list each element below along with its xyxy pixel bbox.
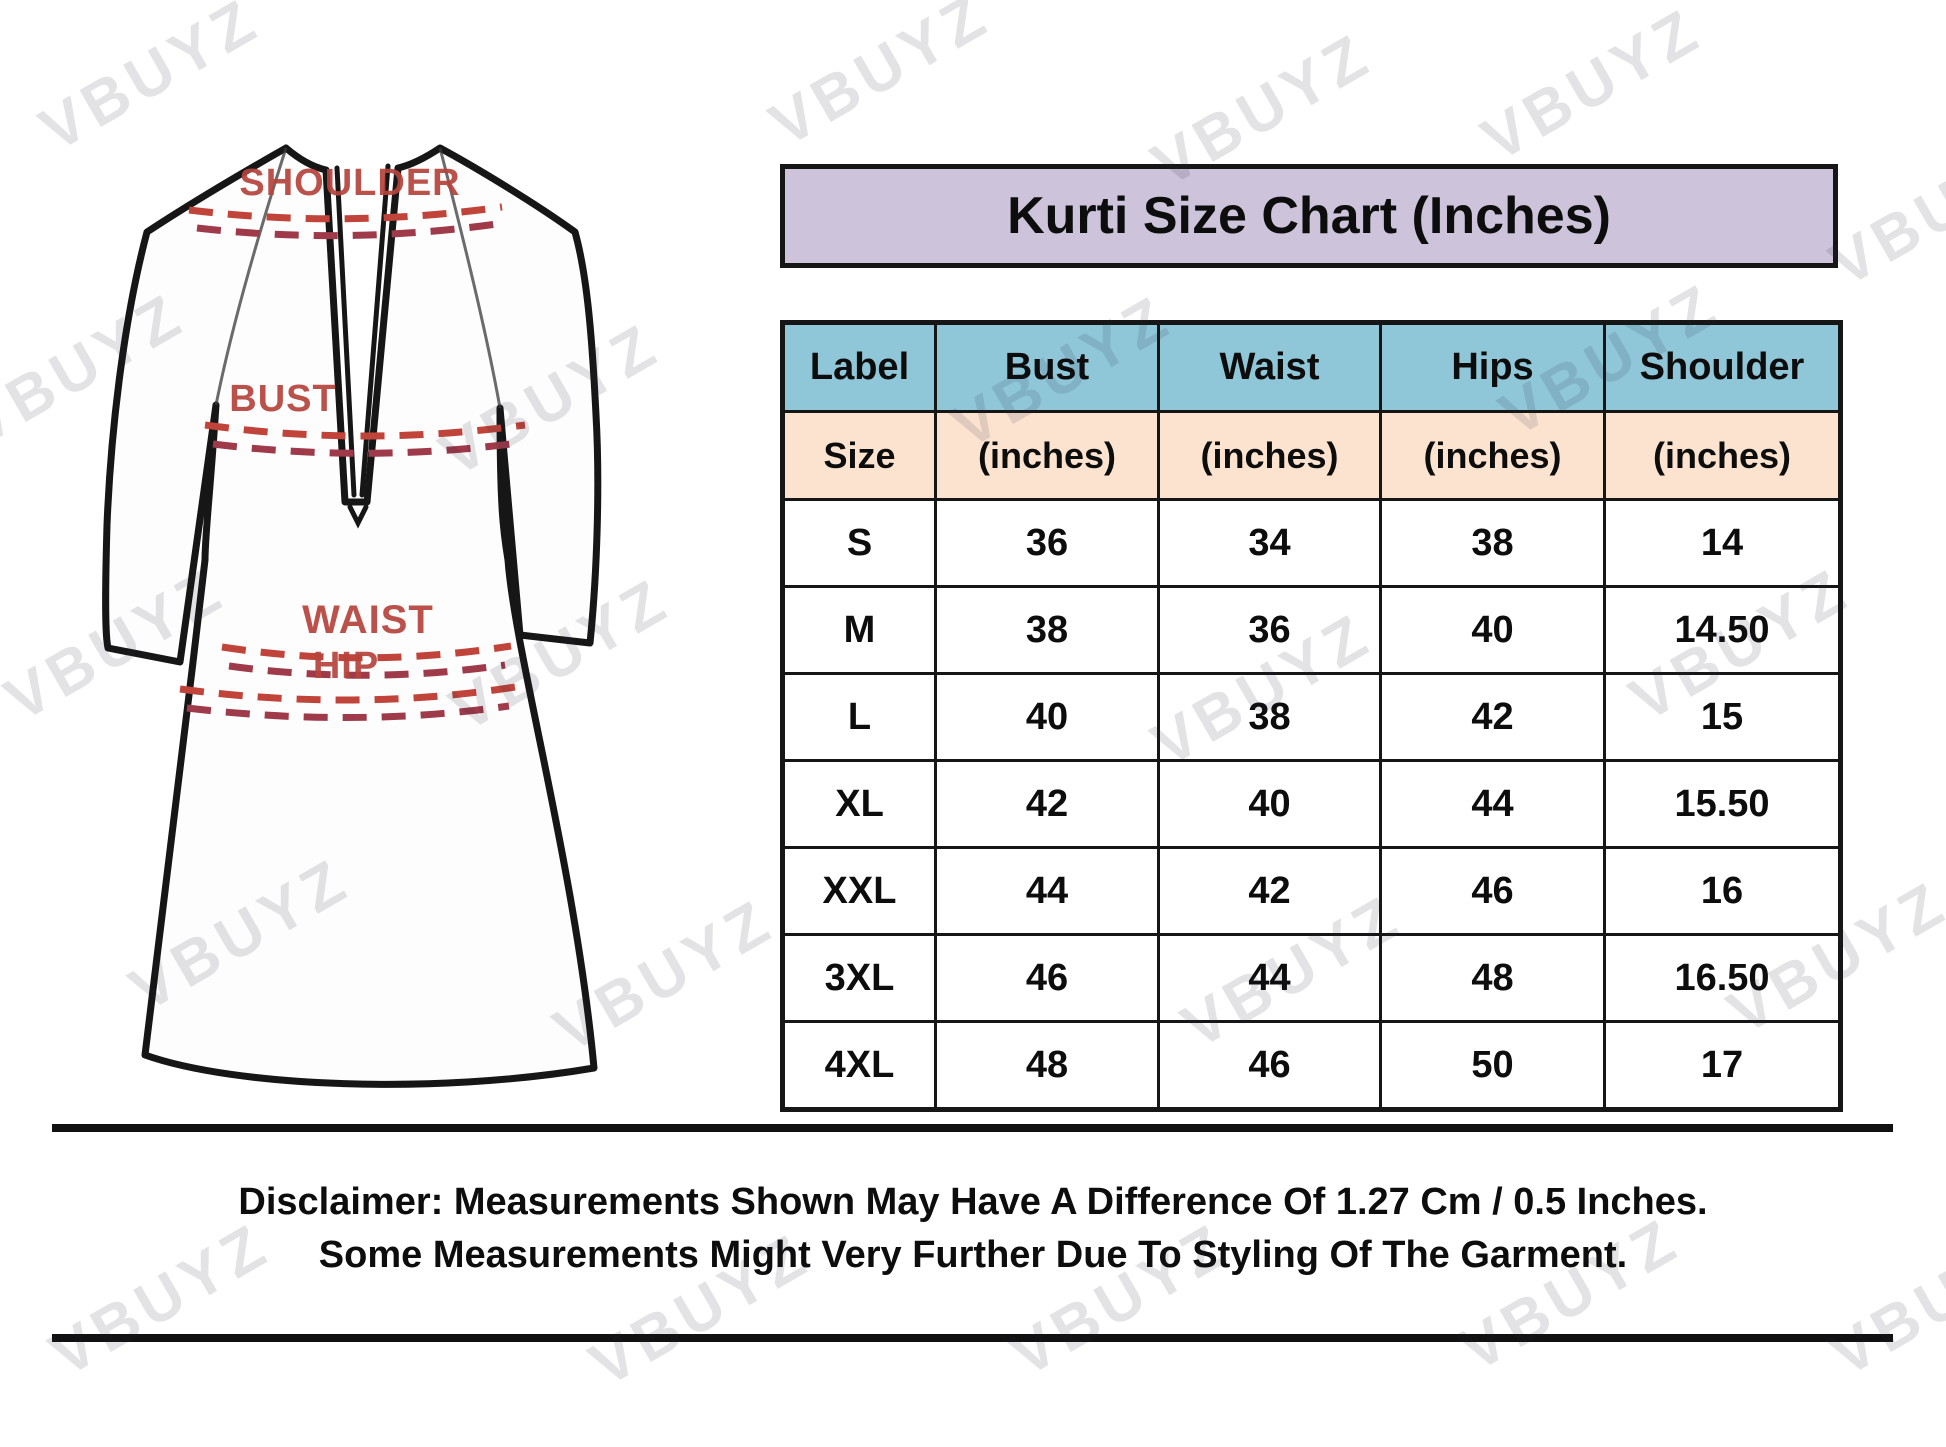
brand-watermark: VBUYZ <box>1470 0 1714 175</box>
measurement-cell: 42 <box>934 759 1160 849</box>
measurement-cell: 15.50 <box>1603 759 1842 849</box>
waist-label: WAIST <box>302 598 434 642</box>
measurement-cell: 48 <box>1379 933 1606 1023</box>
measurement-cell: 16.50 <box>1603 933 1842 1023</box>
measurement-cell: 34 <box>1157 498 1382 588</box>
header-waist: Waist <box>1157 321 1382 413</box>
measurement-cell: 36 <box>1157 585 1382 675</box>
size-chart-table: Label Bust Waist Hips Shoulder Size (inc… <box>780 320 1843 1112</box>
measurement-cell: 42 <box>1157 846 1382 936</box>
bust-label: BUST <box>229 378 336 420</box>
chart-title: Kurti Size Chart (Inches) <box>1007 187 1611 245</box>
size-label-cell: XXL <box>781 846 937 936</box>
divider-bottom <box>52 1334 1893 1342</box>
size-row-4xl: 4XL 48 46 50 17 <box>781 1020 1842 1111</box>
size-row-3xl: 3XL 46 44 48 16.50 <box>781 933 1842 1023</box>
size-label-cell: M <box>781 585 937 675</box>
size-row-m: M 38 36 40 14.50 <box>781 585 1842 675</box>
table-subheader-row: Size (inches) (inches) (inches) (inches) <box>781 410 1842 501</box>
measurement-cell: 40 <box>1157 759 1382 849</box>
measurement-cell: 42 <box>1379 672 1606 762</box>
measurement-cell: 44 <box>934 846 1160 936</box>
hip-label: HIP <box>313 645 379 687</box>
measurement-cell: 46 <box>934 933 1160 1023</box>
measurement-cell: 15 <box>1603 672 1842 762</box>
disclaimer-text: Disclaimer: Measurements Shown May Have … <box>48 1176 1898 1282</box>
chart-title-box: Kurti Size Chart (Inches) <box>780 164 1838 268</box>
size-label-cell: XL <box>781 759 937 849</box>
size-row-xxl: XXL 44 42 46 16 <box>781 846 1842 936</box>
shoulder-label: SHOULDER <box>239 162 460 204</box>
header-label: Label <box>781 321 937 413</box>
subheader-shoulder-unit: (inches) <box>1603 410 1842 501</box>
table-header-row: Label Bust Waist Hips Shoulder <box>781 321 1842 413</box>
measurement-cell: 17 <box>1603 1020 1842 1111</box>
right-armhole-seam <box>438 147 502 409</box>
measurement-cell: 14.50 <box>1603 585 1842 675</box>
size-label-cell: S <box>781 498 937 588</box>
size-label-cell: 4XL <box>781 1020 937 1111</box>
measurement-cell: 44 <box>1379 759 1606 849</box>
measurement-cell: 50 <box>1379 1020 1606 1111</box>
measurement-cell: 36 <box>934 498 1160 588</box>
divider-top <box>52 1124 1893 1132</box>
measurement-cell: 40 <box>934 672 1160 762</box>
disclaimer-line-1: Disclaimer: Measurements Shown May Have … <box>238 1181 1708 1223</box>
kurti-diagram: SHOULDER BUST WAIST HIP <box>102 144 602 1088</box>
measurement-cell: 38 <box>1379 498 1606 588</box>
header-shoulder: Shoulder <box>1603 321 1842 413</box>
placket-inner-lines <box>334 163 391 529</box>
measurement-cell: 44 <box>1157 933 1382 1023</box>
measurement-cell: 46 <box>1379 846 1606 936</box>
header-bust: Bust <box>934 321 1160 413</box>
kurti-garment-outline <box>102 144 602 1088</box>
size-label-cell: L <box>781 672 937 762</box>
left-armhole-seam <box>214 147 288 406</box>
subheader-size: Size <box>781 410 937 501</box>
measurement-cell: 40 <box>1379 585 1606 675</box>
measurement-dashes <box>179 203 526 721</box>
size-row-l: L 40 38 42 15 <box>781 672 1842 762</box>
subheader-waist-unit: (inches) <box>1157 410 1382 501</box>
size-row-s: S 36 34 38 14 <box>781 498 1842 588</box>
measurement-cell: 38 <box>934 585 1160 675</box>
subheader-hips-unit: (inches) <box>1379 410 1606 501</box>
header-hips: Hips <box>1379 321 1606 413</box>
subheader-bust-unit: (inches) <box>934 410 1160 501</box>
measurement-cell: 14 <box>1603 498 1842 588</box>
size-label-cell: 3XL <box>781 933 937 1023</box>
brand-watermark: VBUYZ <box>758 0 1002 160</box>
measurement-cell: 48 <box>934 1020 1160 1111</box>
measurement-cell: 38 <box>1157 672 1382 762</box>
disclaimer-line-2: Some Measurements Might Very Further Due… <box>318 1234 1628 1276</box>
measurement-cell: 46 <box>1157 1020 1382 1111</box>
size-row-xl: XL 42 40 44 15.50 <box>781 759 1842 849</box>
measurement-cell: 16 <box>1603 846 1842 936</box>
